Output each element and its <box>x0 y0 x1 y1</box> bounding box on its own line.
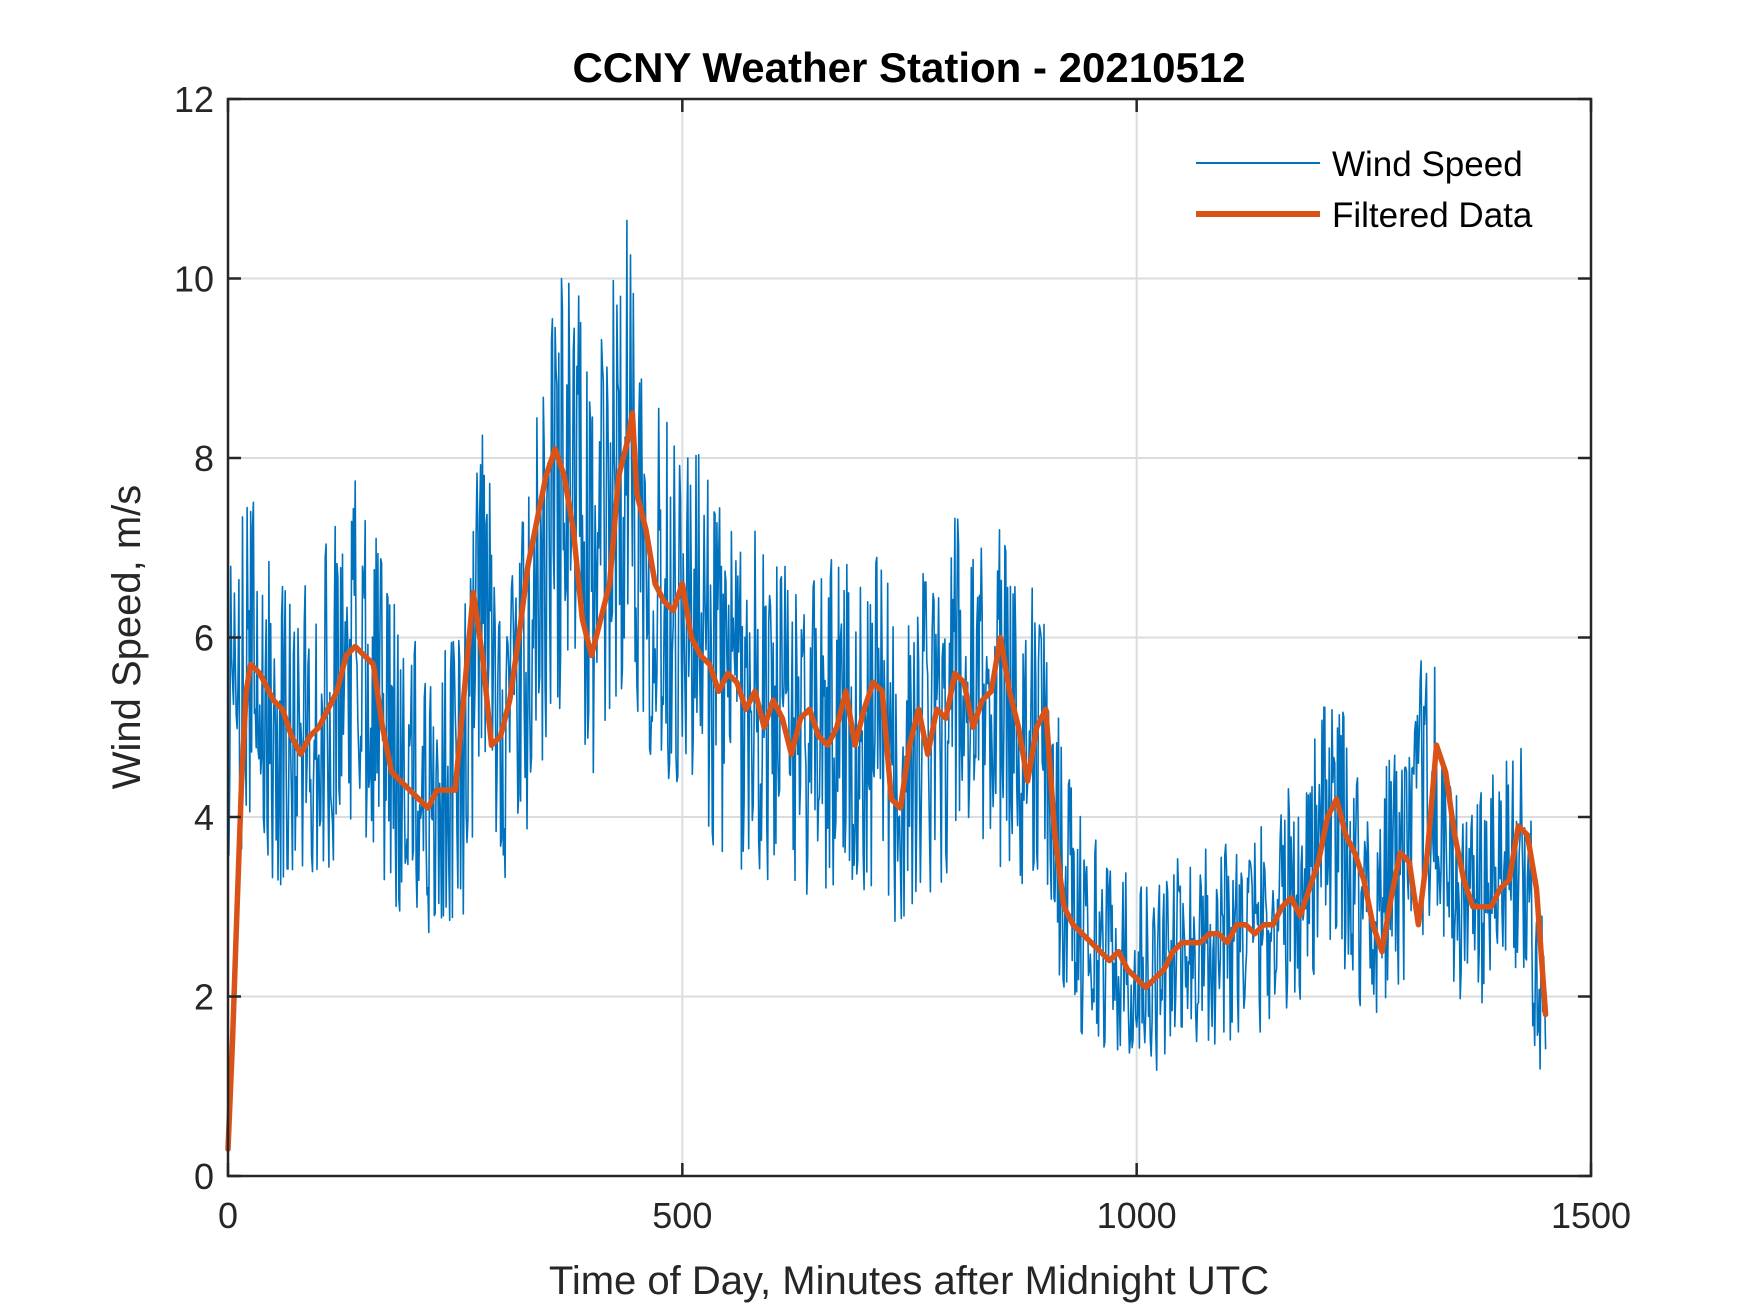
chart-title: CCNY Weather Station - 20210512 <box>572 44 1245 91</box>
x-tick-label: 0 <box>218 1195 238 1236</box>
tick-labels: 0 500 1000 1500 0 2 4 6 8 10 12 <box>174 79 1631 1236</box>
y-tick-label: 4 <box>194 797 214 838</box>
series-line-filtered-data <box>225 410 1549 1152</box>
series-layer <box>225 219 1549 1152</box>
y-tick-label: 8 <box>194 438 214 479</box>
legend: Wind Speed Filtered Data <box>1196 145 1533 235</box>
x-tick-label: 1500 <box>1551 1195 1631 1236</box>
y-axis-label: Wind Speed, m/s <box>105 485 149 790</box>
y-tick-label: 2 <box>194 977 214 1018</box>
y-tick-label: 6 <box>194 618 214 659</box>
legend-label-filtered-data: Filtered Data <box>1332 196 1533 235</box>
y-tick-label: 12 <box>174 79 214 120</box>
y-tick-label: 10 <box>174 259 214 300</box>
x-tick-label: 500 <box>652 1195 712 1236</box>
x-axis-label: Time of Day, Minutes after Midnight UTC <box>549 1259 1269 1303</box>
tick-marks <box>226 97 1593 1178</box>
legend-label-wind-speed: Wind Speed <box>1332 145 1523 184</box>
x-tick-label: 1000 <box>1097 1195 1177 1236</box>
grid-lines <box>228 99 1591 1176</box>
y-tick-label: 0 <box>194 1156 214 1197</box>
